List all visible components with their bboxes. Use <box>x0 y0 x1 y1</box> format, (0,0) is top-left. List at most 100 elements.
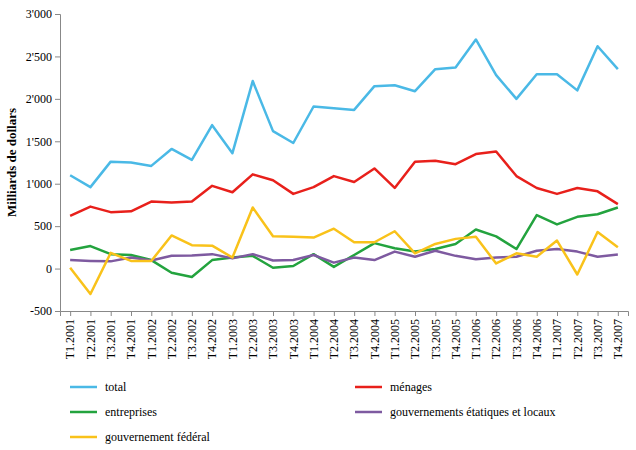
legend-swatch <box>70 386 97 389</box>
y-tick-label: -500 <box>30 304 52 318</box>
legend: totalménagesentreprisesgouvernements éta… <box>70 380 556 444</box>
x-tick-mark <box>334 311 335 316</box>
x-tick-mark <box>70 311 71 316</box>
legend-swatch <box>70 436 97 439</box>
y-tick-mark <box>55 184 60 185</box>
x-tick: T4.2002 <box>205 311 219 359</box>
y-tick-label: 1'500 <box>26 135 52 149</box>
series-line <box>70 151 618 215</box>
x-tick-label: T1.2001 <box>63 319 77 359</box>
x-tick: T1.2007 <box>550 311 564 359</box>
legend-swatch <box>355 411 382 414</box>
y-tick-mark <box>55 99 60 100</box>
x-tick: T1.2001 <box>63 311 77 359</box>
y-tick-label: 500 <box>34 219 52 233</box>
x-tick-label: T2.2005 <box>408 319 422 359</box>
x-tick-mark <box>293 311 294 316</box>
y-axis-title: Milliards de dollars <box>4 108 19 217</box>
x-tick-label: T4.2006 <box>530 319 544 359</box>
x-tick-mark <box>253 311 254 316</box>
x-tick-mark <box>273 311 274 316</box>
x-tick: T2.2007 <box>571 311 585 359</box>
x-tick-label: T2.2006 <box>489 319 503 359</box>
x-tick: T2.2002 <box>165 311 179 359</box>
x-tick-label: T1.2006 <box>469 319 483 359</box>
legend-label: ménages <box>390 380 432 394</box>
chart: -50005001'0001'5002'0002'5003'000T1.2001… <box>0 0 636 450</box>
x-tick-label: T4.2007 <box>611 319 625 359</box>
x-tick-label: T3.2002 <box>185 319 199 359</box>
x-tick-mark <box>111 311 112 316</box>
x-tick-label: T2.2004 <box>327 319 341 359</box>
x-tick-label: T1.2002 <box>145 319 159 359</box>
y-axis-line <box>55 15 61 312</box>
x-tick-label: T3.2005 <box>429 319 443 359</box>
x-tick-mark <box>374 311 375 316</box>
x-tick: T1.2002 <box>145 311 159 359</box>
x-tick: T1.2003 <box>226 311 240 359</box>
x-tick-label: T3.2004 <box>347 319 361 359</box>
x-tick: T2.2005 <box>408 311 422 359</box>
x-tick: T2.2001 <box>84 311 98 359</box>
x-tick-label: T1.2005 <box>388 319 402 359</box>
y-tick: 3'000 <box>26 7 60 21</box>
y-tick-mark <box>55 56 60 57</box>
x-tick-label: T3.2007 <box>591 319 605 359</box>
x-tick-label: T2.2007 <box>571 319 585 359</box>
x-tick-label: T3.2001 <box>104 319 118 359</box>
y-tick-mark <box>55 141 60 142</box>
y-tick-mark <box>55 14 60 15</box>
x-tick-label: T4.2001 <box>124 319 138 359</box>
x-tick-mark <box>456 311 457 316</box>
x-tick-mark <box>395 311 396 316</box>
y-axis: -50005001'0001'5002'0002'5003'000 <box>26 7 61 318</box>
x-tick: T1.2004 <box>307 311 321 359</box>
plot: -50005001'0001'5002'0002'5003'000T1.2001… <box>26 7 629 359</box>
x-tick: T3.2006 <box>510 311 524 359</box>
x-tick: T3.2002 <box>185 311 199 359</box>
x-axis-line <box>61 312 629 317</box>
x-tick-mark <box>496 311 497 316</box>
x-tick-mark <box>314 311 315 316</box>
x-tick-label: T1.2007 <box>550 319 564 359</box>
x-tick: T4.2001 <box>124 311 138 359</box>
x-tick: T4.2004 <box>368 311 382 359</box>
y-tick: 0 <box>46 262 60 276</box>
x-tick-mark <box>435 311 436 316</box>
y-tick-mark <box>55 269 60 270</box>
x-tick-mark <box>354 311 355 316</box>
x-tick-mark <box>415 311 416 316</box>
x-tick: T3.2004 <box>347 311 361 359</box>
x-tick-label: T2.2003 <box>246 319 260 359</box>
legend-swatch <box>355 386 382 389</box>
x-tick: T1.2006 <box>469 311 483 359</box>
x-tick-mark <box>172 311 173 316</box>
legend-label: total <box>105 380 127 394</box>
x-tick-label: T3.2006 <box>510 319 524 359</box>
x-tick: T2.2003 <box>246 311 260 359</box>
x-tick-mark <box>557 311 558 316</box>
y-tick: 2'500 <box>26 50 60 64</box>
y-tick: 500 <box>34 219 60 233</box>
x-tick: T2.2006 <box>489 311 503 359</box>
series-line <box>70 207 618 294</box>
y-tick-mark <box>55 311 60 312</box>
x-tick-label: T1.2004 <box>307 319 321 359</box>
x-tick-mark <box>131 311 132 316</box>
x-tick: T4.2007 <box>611 311 625 359</box>
legend-label: gouvernement fédéral <box>105 430 211 444</box>
x-tick-label: T2.2002 <box>165 319 179 359</box>
x-tick-mark <box>192 311 193 316</box>
y-tick-label: 3'000 <box>26 7 52 21</box>
legend-label: gouvernements étatiques et locaux <box>390 405 556 419</box>
y-tick-label: 2'000 <box>26 92 52 106</box>
x-tick: T1.2005 <box>388 311 402 359</box>
x-tick: T3.2007 <box>591 311 605 359</box>
x-tick-label: T2.2001 <box>84 319 98 359</box>
series-line <box>70 207 618 277</box>
x-tick: T4.2003 <box>287 311 301 359</box>
x-tick: T4.2006 <box>530 311 544 359</box>
x-tick-mark <box>212 311 213 316</box>
x-tick-label: T4.2004 <box>368 319 382 359</box>
y-tick-mark <box>55 226 60 227</box>
